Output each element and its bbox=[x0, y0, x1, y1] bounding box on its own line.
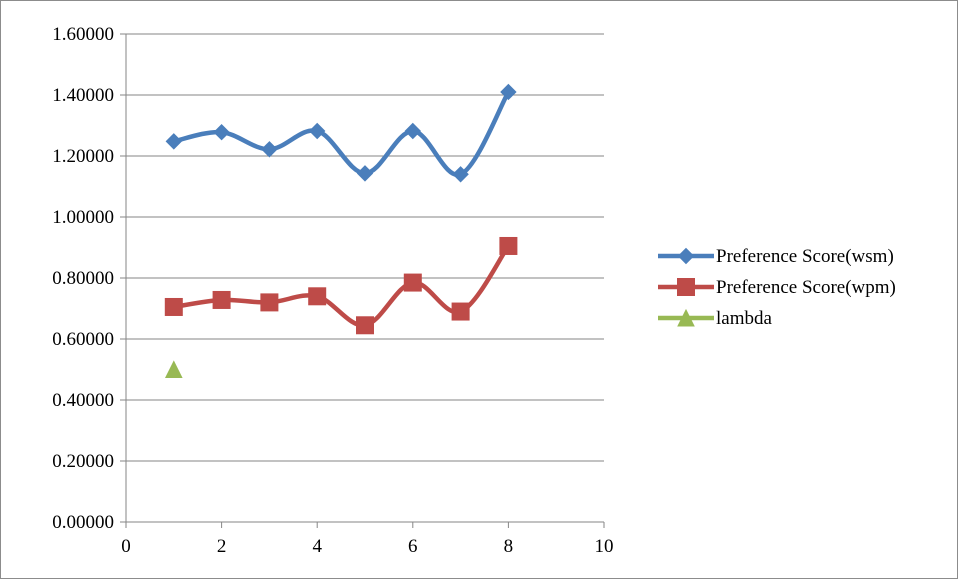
square-marker bbox=[260, 293, 279, 312]
diamond-marker bbox=[261, 141, 278, 158]
square-marker bbox=[212, 290, 231, 309]
legend-diamond-marker bbox=[677, 247, 695, 265]
y-tick-label: 1.00000 bbox=[52, 207, 114, 228]
y-tick-label: 0.00000 bbox=[52, 512, 114, 533]
legend-triangle-marker bbox=[677, 308, 695, 327]
series-0 bbox=[165, 83, 517, 183]
grid-layer bbox=[126, 33, 604, 462]
diamond-marker bbox=[165, 133, 183, 150]
x-tick-label: 6 bbox=[408, 536, 418, 557]
x-tick-label: 0 bbox=[121, 536, 131, 557]
legend-label: lambda bbox=[716, 308, 772, 329]
legend: Preference Score(wsm) Preference Score(wp… bbox=[658, 246, 896, 329]
series-1 bbox=[164, 236, 518, 335]
series-2 bbox=[164, 360, 183, 378]
square-marker bbox=[308, 287, 327, 306]
legend-item: lambda bbox=[658, 308, 772, 329]
square-marker bbox=[403, 273, 422, 292]
x-tick-label: 4 bbox=[312, 536, 322, 557]
legend-label: Preference Score(wpm) bbox=[716, 277, 896, 298]
y-tick-label: 0.20000 bbox=[52, 451, 114, 472]
legend-label: Preference Score(wsm) bbox=[716, 246, 894, 267]
x-tick-label: 2 bbox=[217, 536, 227, 557]
diamond-marker bbox=[356, 165, 374, 182]
square-marker bbox=[499, 236, 518, 255]
diamond-marker bbox=[452, 166, 469, 183]
diamond-marker bbox=[308, 122, 326, 140]
x-tick-label: 10 bbox=[595, 536, 614, 557]
legend-square-marker bbox=[677, 278, 695, 296]
y-tick-label: 0.80000 bbox=[52, 268, 114, 289]
y-tick-label: 1.20000 bbox=[52, 146, 114, 167]
diamond-marker bbox=[404, 122, 422, 140]
y-tick-label: 1.40000 bbox=[52, 85, 114, 106]
diamond-marker bbox=[213, 124, 230, 141]
square-marker bbox=[164, 297, 183, 316]
y-tick-label: 1.60000 bbox=[52, 24, 114, 45]
square-marker bbox=[451, 302, 470, 321]
square-marker bbox=[356, 316, 374, 335]
legend-item: Preference Score(wpm) bbox=[658, 277, 896, 298]
y-tick-label: 0.60000 bbox=[52, 329, 114, 350]
diamond-marker bbox=[500, 83, 517, 101]
y-tick-label: 0.40000 bbox=[52, 390, 114, 411]
triangle-marker bbox=[164, 360, 183, 378]
series-layer bbox=[164, 83, 518, 378]
legend-item: Preference Score(wsm) bbox=[658, 246, 894, 267]
axis-layer: 0.00000 0.20000 0.40000 0.60000 0.80000 1.000… bbox=[52, 24, 613, 557]
x-tick-label: 8 bbox=[504, 536, 514, 557]
